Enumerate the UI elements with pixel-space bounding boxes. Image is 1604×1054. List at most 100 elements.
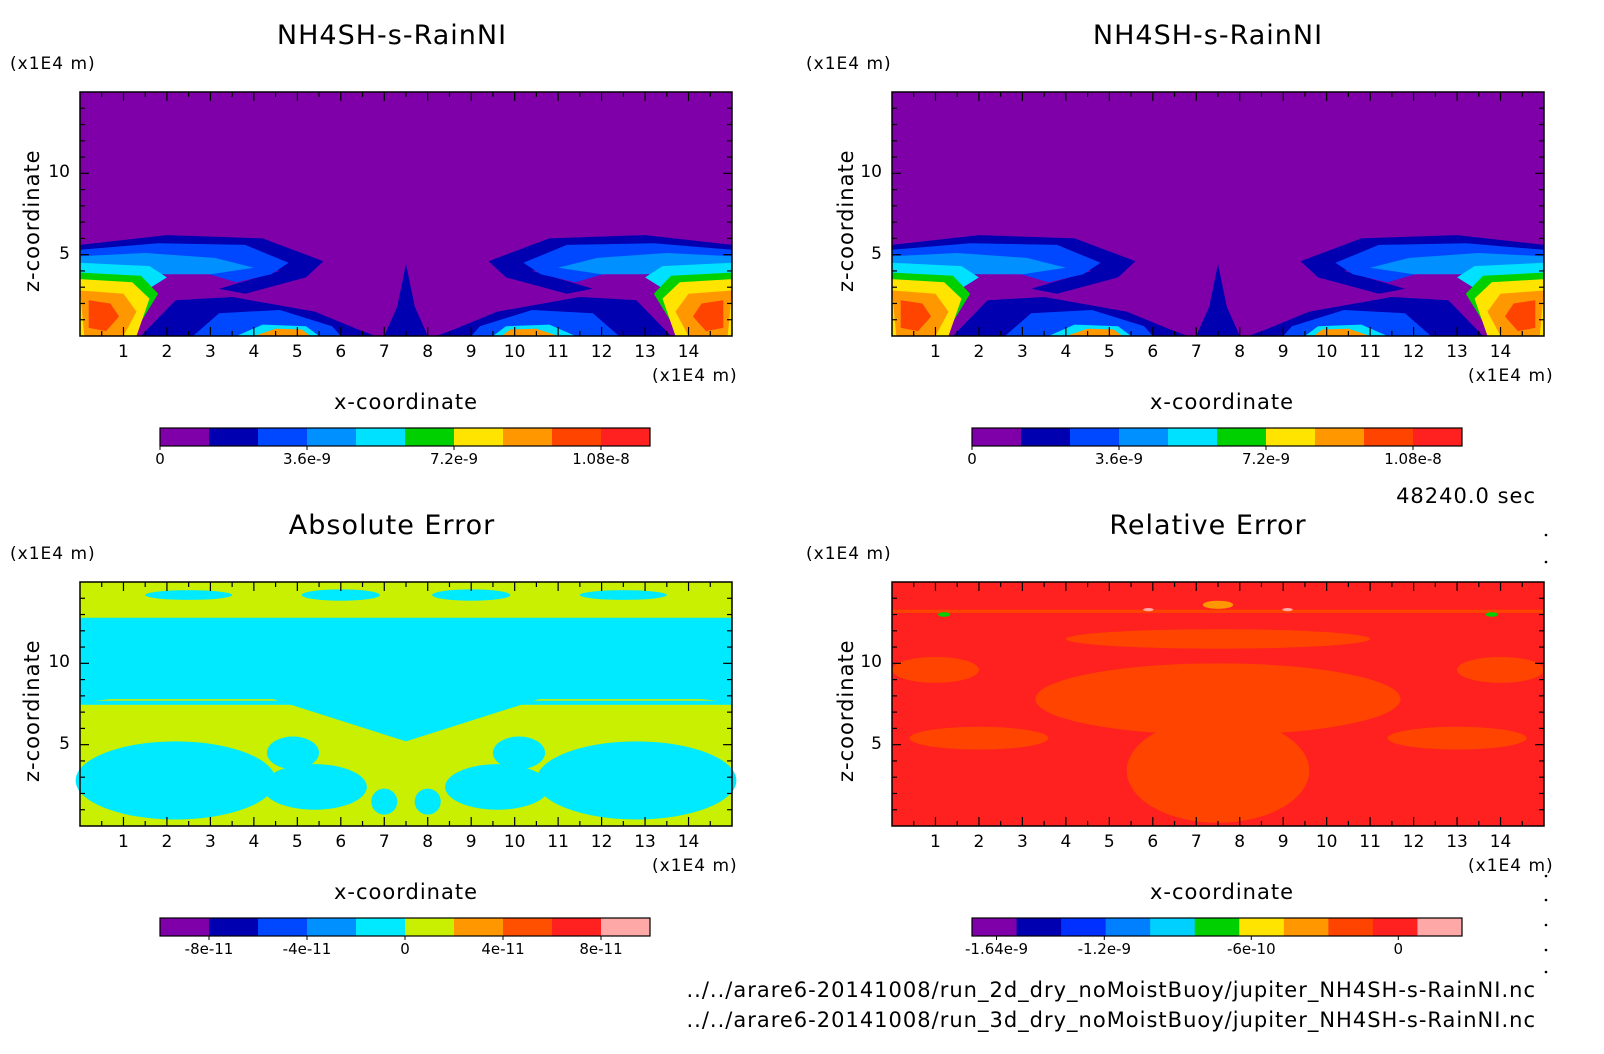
colorbar-swatch — [552, 918, 602, 936]
panel2-xtick-label: 4 — [1060, 342, 1072, 362]
panel3-colorbar-tick-label: -8e-11 — [184, 940, 234, 958]
panel1-xtick-label: 2 — [161, 342, 173, 362]
panel1-xtick-label: 7 — [378, 342, 390, 362]
panel1-ytick-label: 10 — [48, 162, 70, 183]
panel3-xtick-label: 1 — [118, 832, 129, 852]
panel1-xtick-label: 3 — [204, 342, 216, 362]
colorbar-swatch — [1266, 428, 1316, 446]
panel3-xtick-label: 11 — [547, 832, 569, 852]
colorbar-swatch — [1150, 918, 1196, 936]
panel1-xtick-label: 4 — [248, 342, 260, 362]
panel4-colorbar-tick-label: -6e-10 — [1226, 940, 1276, 958]
panel2-title: NH4SH-s-RainNI — [1092, 20, 1324, 51]
panel2-colorbar-tick-label: 7.2e-9 — [1241, 450, 1291, 468]
panel1-xtick-label: 5 — [291, 342, 303, 362]
colorbar-swatch — [601, 918, 651, 936]
panel2-xtick-label: 2 — [973, 342, 985, 362]
panel2-xtick-label: 11 — [1359, 342, 1381, 362]
panel1-y-unit: (x1E4 m) — [10, 54, 96, 74]
panel2-xtick-label: 13 — [1446, 342, 1468, 362]
colorbar-swatch — [552, 428, 602, 446]
panel3-xtick-label: 4 — [248, 832, 260, 852]
panel2-xtick-label: 12 — [1402, 342, 1425, 362]
panel1-title: NH4SH-s-RainNI — [276, 20, 508, 51]
panel4-xtick-label: 3 — [1016, 832, 1028, 852]
panel3-xtick-label: 10 — [503, 832, 526, 852]
colorbar-swatch — [356, 428, 406, 446]
panel2-xtick-label: 10 — [1315, 342, 1338, 362]
panel4-xtick-label: 6 — [1147, 832, 1159, 852]
panel1-xtick-label: 14 — [677, 342, 700, 362]
panel3-y-unit: (x1E4 m) — [10, 544, 96, 564]
panel4-xtick-label: 13 — [1446, 832, 1468, 852]
panel1-xtick-label: 12 — [590, 342, 613, 362]
margin-dot — [1544, 533, 1548, 537]
footer-file-line1: ../../arare6-20141008/run_2d_dry_noMoist… — [686, 978, 1536, 1002]
panel3-xtick-label: 14 — [677, 832, 700, 852]
colorbar-swatch — [1283, 918, 1329, 936]
margin-dot — [1544, 970, 1548, 974]
margin-dot — [1544, 923, 1548, 927]
colorbar-swatch — [972, 918, 1018, 936]
panel1-ytick-label: 5 — [59, 243, 70, 264]
panel3-xtick-label: 9 — [465, 832, 477, 852]
panel3-xtick-label: 5 — [291, 832, 303, 852]
colorbar-swatch — [1217, 428, 1267, 446]
colorbar-swatch — [503, 918, 553, 936]
panel1-xtick-label: 10 — [503, 342, 526, 362]
panel3-colorbar-tick-label: -4e-11 — [282, 940, 332, 958]
panel3-ytick-label: 5 — [59, 733, 70, 754]
panel3-xtick-label: 2 — [161, 832, 173, 852]
panel3-xtick-label: 12 — [590, 832, 613, 852]
colorbar-swatch — [1168, 428, 1218, 446]
panel1-colorbar-tick-label: 3.6e-9 — [282, 450, 332, 468]
panel4-xtick-label: 4 — [1060, 832, 1072, 852]
panel2-colorbar-tick-label: 0 — [967, 450, 977, 468]
panel2-xtick-label: 14 — [1489, 342, 1512, 362]
panel2-xtick-label: 6 — [1147, 342, 1159, 362]
panel4-xtick-label: 12 — [1402, 832, 1425, 852]
colorbar-swatch — [307, 428, 357, 446]
colorbar-swatch — [209, 428, 259, 446]
colorbar-swatch — [454, 918, 504, 936]
colorbar-swatch — [160, 428, 210, 446]
panel2-x-label: x-coordinate — [1149, 390, 1294, 414]
panel4-ytick-label: 10 — [860, 652, 882, 673]
panel4-y-unit: (x1E4 m) — [806, 544, 892, 564]
colorbar-swatch — [160, 918, 210, 936]
panel4-x-unit: (x1E4 m) — [1468, 856, 1554, 876]
colorbar-swatch — [1315, 428, 1365, 446]
colorbar-swatch — [601, 428, 651, 446]
panel3-x-label: x-coordinate — [333, 880, 478, 904]
colorbar-swatch — [1016, 918, 1062, 936]
panel4-colorbar-tick-label: 0 — [1393, 940, 1404, 958]
panel1-x-label: x-coordinate — [333, 390, 478, 414]
colorbar-swatch — [1239, 918, 1285, 936]
panel1-colorbar-tick-label: 0 — [155, 450, 165, 468]
colorbar-swatch — [972, 428, 1022, 446]
panel4-xtick-label: 1 — [930, 832, 941, 852]
panel4-xtick-label: 7 — [1190, 832, 1202, 852]
panel1-x-unit: (x1E4 m) — [652, 366, 738, 386]
panel2-ytick-label: 5 — [871, 243, 882, 264]
panel4-xtick-label: 10 — [1315, 832, 1338, 852]
panel2-field — [892, 92, 1544, 336]
panel3-xtick-label: 3 — [204, 832, 216, 852]
panel3-colorbar-tick-label: 8e-11 — [579, 940, 623, 958]
panel3-title: Absolute Error — [288, 510, 496, 541]
panel2-xtick-label: 9 — [1277, 342, 1289, 362]
colorbar-swatch — [1105, 918, 1151, 936]
panel4-colorbar — [971, 917, 1463, 940]
panel3-field — [75, 582, 737, 826]
colorbar-swatch — [258, 428, 308, 446]
colorbar-swatch — [454, 428, 504, 446]
panel4-xtick-label: 9 — [1277, 832, 1289, 852]
panel2-xtick-label: 1 — [930, 342, 941, 362]
panel2-x-unit: (x1E4 m) — [1468, 366, 1554, 386]
panel4-colorbar-tick-label: -1.2e-9 — [1077, 940, 1132, 958]
panel2-colorbar — [971, 427, 1463, 450]
panel3-xtick-label: 6 — [335, 832, 347, 852]
panel2-xtick-label: 7 — [1190, 342, 1202, 362]
colorbar-swatch — [356, 918, 406, 936]
